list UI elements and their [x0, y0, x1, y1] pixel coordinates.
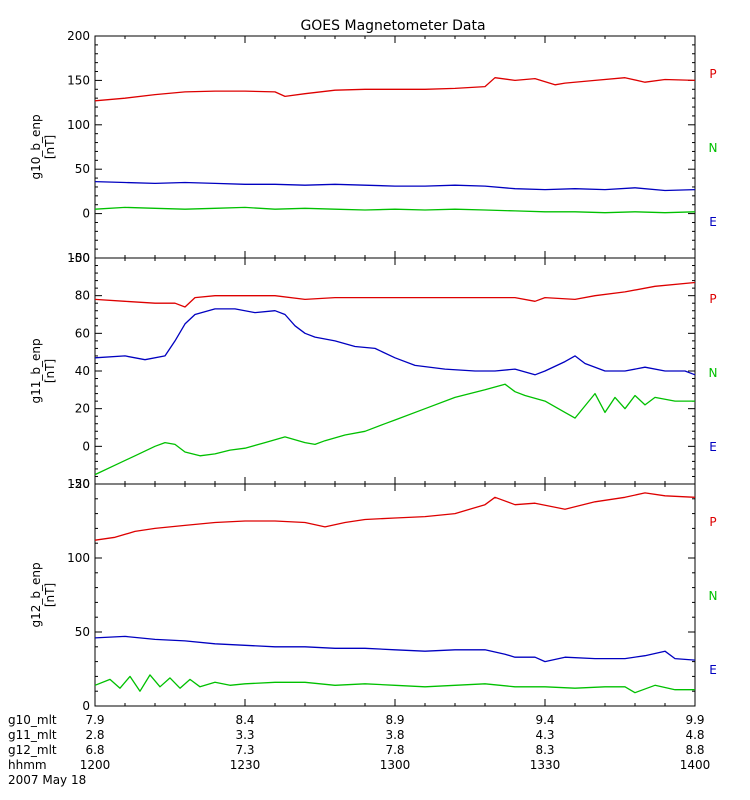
y-tick-label: 100 — [67, 251, 90, 265]
y-tick-label: 50 — [75, 162, 90, 176]
legend-label-P: P — [709, 292, 716, 306]
series-line-P-panel-1 — [94, 77, 696, 102]
x-info-value: 4.3 — [535, 728, 554, 742]
y-axis-unit: [nT] — [43, 135, 57, 159]
y-tick-label: 150 — [67, 477, 90, 491]
plot-frames — [94, 35, 696, 707]
legend-label-N: N — [709, 589, 718, 603]
y-tick-label: -50 — [70, 251, 90, 265]
x-info-row-label: hhmm — [8, 758, 47, 772]
x-info-value: 1330 — [530, 758, 561, 772]
legend-label-E: E — [709, 215, 717, 229]
y-axis-unit: [nT] — [43, 359, 57, 383]
x-info-value: 8.9 — [385, 713, 404, 727]
x-info-value: 9.9 — [685, 713, 704, 727]
x-info-value: 8.3 — [535, 743, 554, 757]
x-info-value: 7.8 — [385, 743, 404, 757]
chart-title: GOES Magnetometer Data — [300, 18, 485, 34]
x-info-row-label: g12_mlt — [8, 743, 57, 757]
legend-label-P: P — [709, 515, 716, 529]
x-info-value: 2.8 — [85, 728, 104, 742]
data-series — [94, 77, 696, 694]
y-tick-label: 80 — [75, 289, 90, 303]
y-axis-unit: [nT] — [43, 583, 57, 607]
x-info-value: 8.8 — [685, 743, 704, 757]
legend-label-E: E — [709, 440, 717, 454]
x-info-value: 7.9 — [85, 713, 104, 727]
y-tick-label: 50 — [75, 625, 90, 639]
series-line-E-panel-3 — [94, 635, 696, 663]
legend-label-N: N — [709, 366, 718, 380]
y-axis-label: g10_b_enp — [29, 114, 43, 179]
x-info-value: 1400 — [680, 758, 711, 772]
y-axis-label: g11_b_enp — [29, 338, 43, 403]
y-tick-label: 100 — [67, 551, 90, 565]
x-info-value: 3.8 — [385, 728, 404, 742]
y-tick-label: 0 — [82, 699, 90, 713]
series-line-E-panel-2 — [94, 308, 696, 376]
y-tick-label: 150 — [67, 73, 90, 87]
x-info-value: 8.4 — [235, 713, 254, 727]
x-info-row-label: g11_mlt — [8, 728, 57, 742]
series-line-N-panel-3 — [94, 674, 695, 694]
series-line-N-panel-2 — [94, 383, 695, 476]
series-line-E-panel-1 — [94, 180, 696, 192]
series-line-N-panel-1 — [94, 206, 696, 214]
legend-label-E: E — [709, 663, 717, 677]
series-line-P-panel-2 — [94, 281, 696, 308]
y-tick-label: -20 — [70, 477, 90, 491]
y-tick-label: 40 — [75, 364, 90, 378]
x-info-value: 1200 — [80, 758, 111, 772]
x-info-value: 7.3 — [235, 743, 254, 757]
x-info-value: 4.8 — [685, 728, 704, 742]
y-tick-label: 200 — [67, 29, 90, 43]
y-tick-label: 100 — [67, 118, 90, 132]
y-axis-label: g12_b_enp — [29, 562, 43, 627]
date-label: 2007 May 18 — [8, 773, 86, 787]
plot-frame-1 — [94, 35, 696, 259]
x-info-value: 9.4 — [535, 713, 554, 727]
x-info-value: 3.3 — [235, 728, 254, 742]
x-info-value: 6.8 — [85, 743, 104, 757]
legend-label-P: P — [709, 67, 716, 81]
y-tick-label: 60 — [75, 326, 90, 340]
series-line-P-panel-3 — [94, 492, 696, 541]
y-tick-label: 0 — [82, 207, 90, 221]
y-tick-label: 0 — [82, 439, 90, 453]
legend-label-N: N — [709, 141, 718, 155]
x-info-value: 1230 — [230, 758, 261, 772]
plot-frame-3 — [94, 483, 696, 707]
x-info-value: 1300 — [380, 758, 411, 772]
y-tick-label: 20 — [75, 402, 90, 416]
x-info-row-label: g10_mlt — [8, 713, 57, 727]
